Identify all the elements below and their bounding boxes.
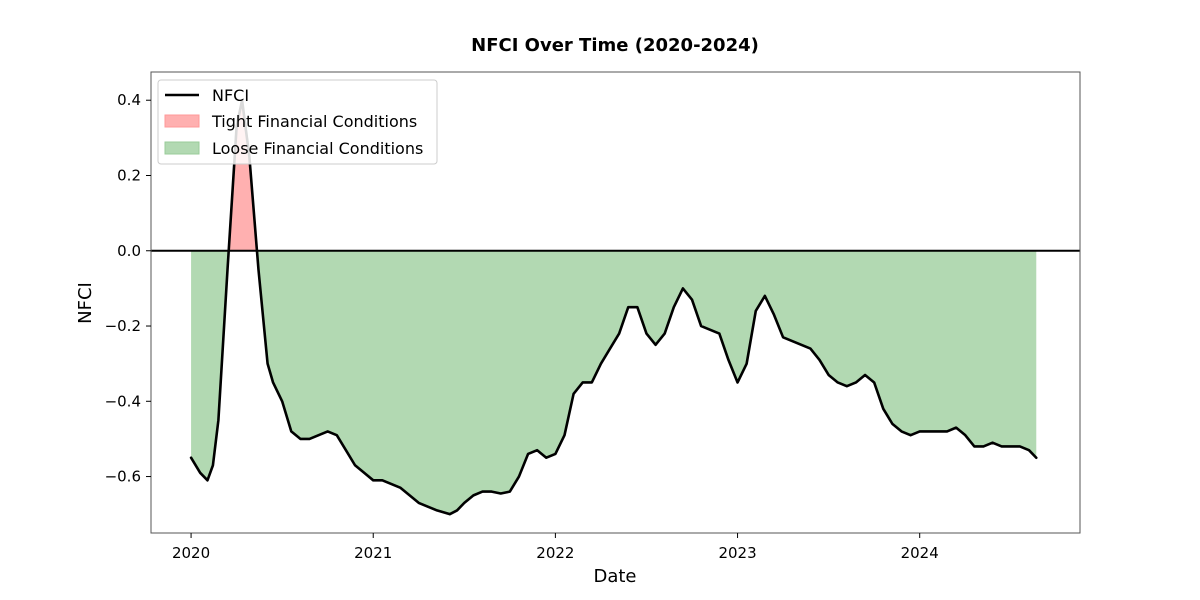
x-axis: 2020 2021 2022 2023 2024 bbox=[172, 533, 939, 562]
legend-swatch-loose bbox=[164, 141, 200, 155]
legend-label-tight: Tight Financial Conditions bbox=[211, 112, 417, 131]
x-tick-label: 2023 bbox=[718, 544, 756, 562]
x-tick-label: 2024 bbox=[901, 544, 939, 562]
legend-swatch-tight bbox=[164, 114, 200, 128]
x-tick-label: 2022 bbox=[536, 544, 574, 562]
x-tick-label: 2021 bbox=[354, 544, 392, 562]
y-tick-label: 0.2 bbox=[117, 166, 141, 184]
y-axis-label: NFCI bbox=[75, 282, 96, 324]
y-tick-label: −0.4 bbox=[105, 392, 141, 410]
legend: NFCI Tight Financial Conditions Loose Fi… bbox=[157, 79, 438, 165]
loose-conditions-area-2 bbox=[256, 250, 1037, 515]
y-axis: 0.4 0.2 0.0 −0.2 −0.4 −0.6 bbox=[105, 91, 151, 486]
legend-label-nfci: NFCI bbox=[212, 86, 249, 105]
y-tick-label: 0.4 bbox=[117, 91, 141, 109]
y-tick-label: 0.0 bbox=[117, 242, 141, 260]
y-tick-label: −0.6 bbox=[105, 468, 141, 486]
chart-title: NFCI Over Time (2020-2024) bbox=[471, 35, 759, 56]
area-fills bbox=[191, 100, 1037, 515]
tight-conditions-area-1 bbox=[228, 100, 257, 251]
legend-label-loose: Loose Financial Conditions bbox=[212, 139, 423, 158]
y-tick-label: −0.2 bbox=[105, 317, 141, 335]
loose-conditions-area-0 bbox=[191, 250, 229, 481]
plot-area bbox=[150, 71, 1081, 534]
x-axis-label: Date bbox=[593, 566, 636, 587]
plot-frame bbox=[150, 71, 1081, 534]
legend-box bbox=[157, 79, 438, 165]
nfci-series-line bbox=[189, 98, 1038, 516]
x-tick-label: 2020 bbox=[172, 544, 210, 562]
